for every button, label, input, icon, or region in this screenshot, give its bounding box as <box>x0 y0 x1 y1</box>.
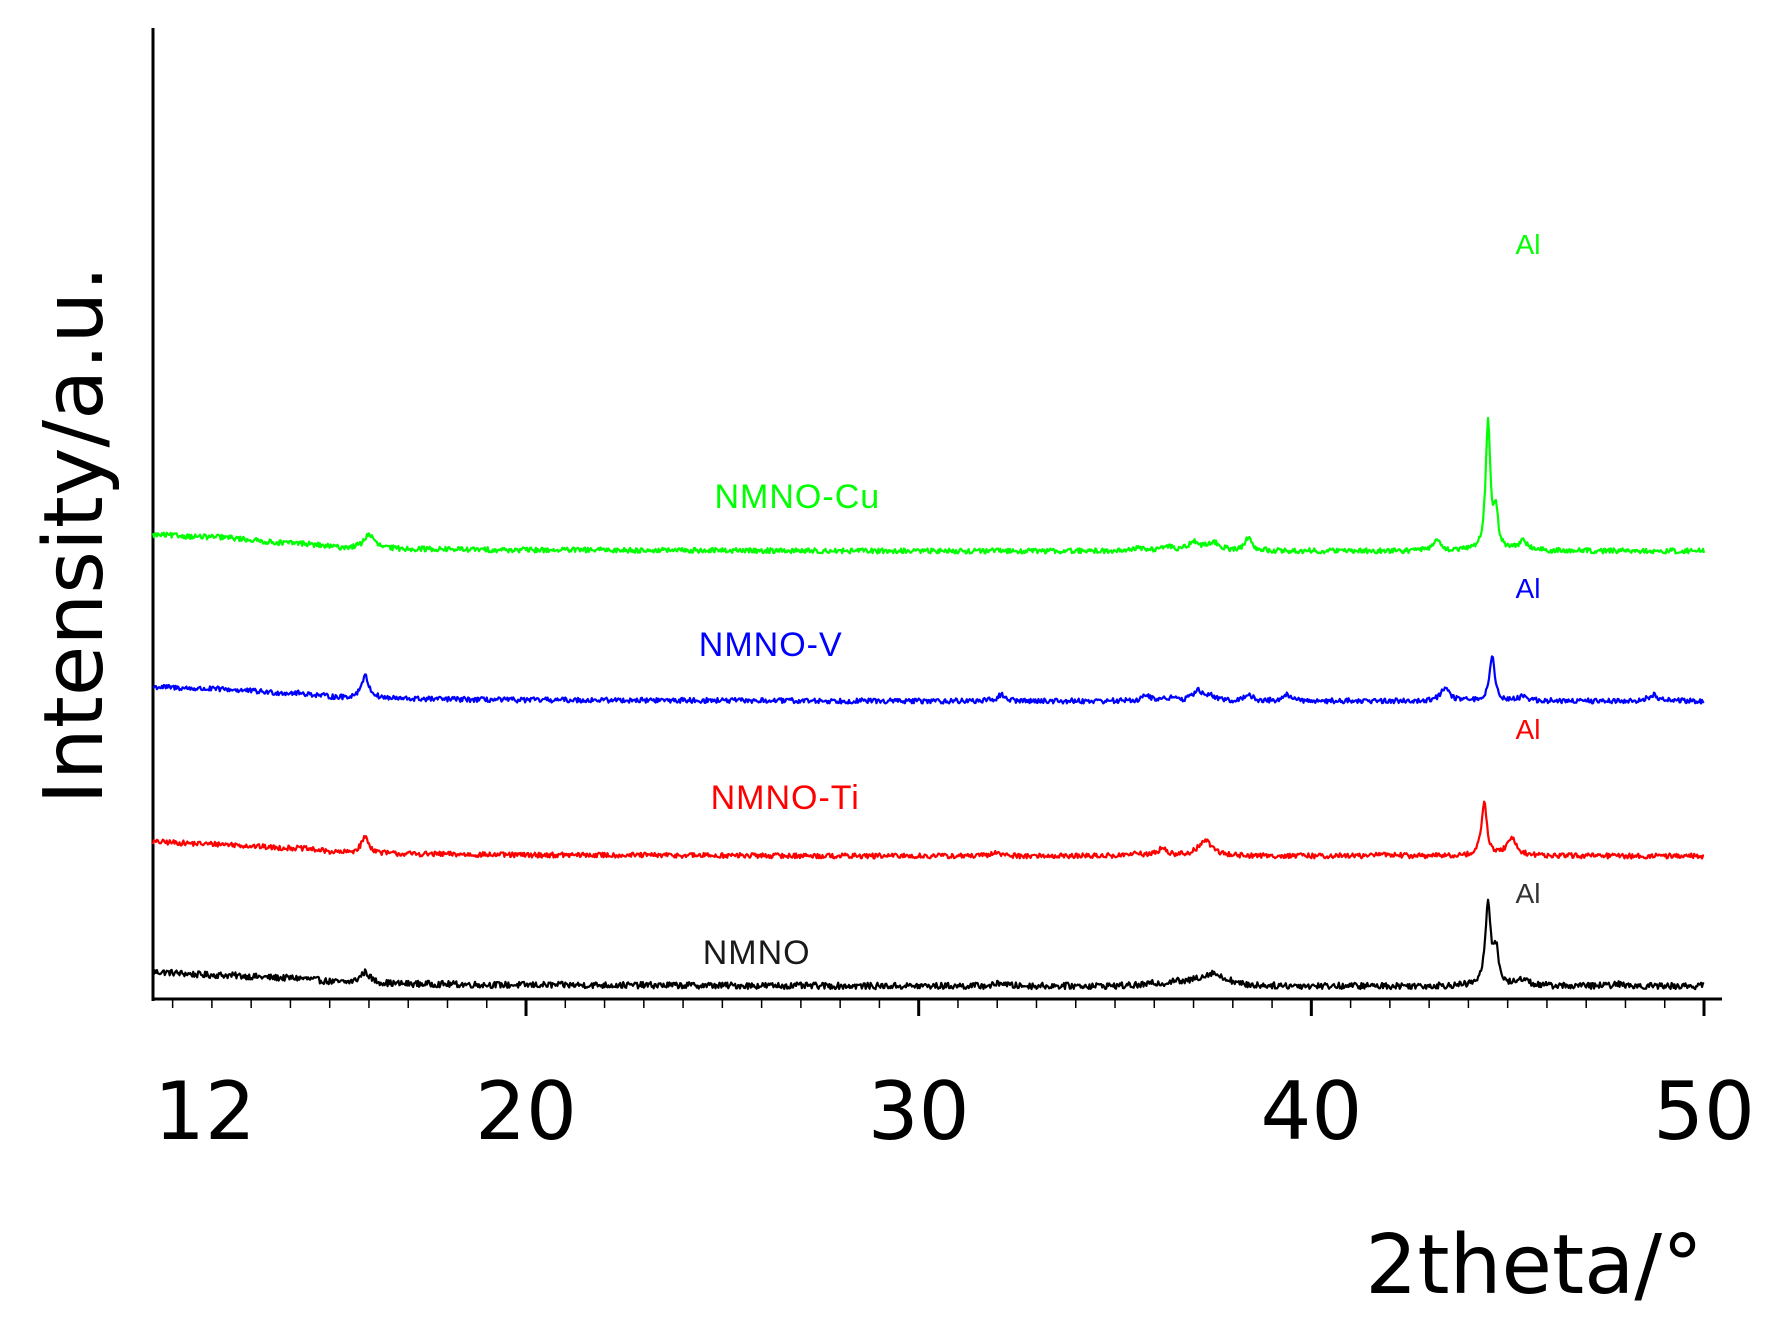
y-axis-title: Intensity/a.u. <box>27 266 122 805</box>
al-peak-label: Al <box>1516 714 1541 745</box>
series-line-nmno-v <box>152 655 1705 705</box>
x-tick-label: 50 <box>1653 1065 1755 1158</box>
series-label: NMNO-Ti <box>711 779 860 817</box>
x-tick-label: 20 <box>475 1065 577 1158</box>
series-label: NMNO <box>703 934 811 972</box>
al-peak-label: Al <box>1516 573 1541 604</box>
al-peak-label: Al <box>1516 878 1541 909</box>
series-line-nmno <box>151 898 1705 991</box>
series-line-nmno-ti <box>151 800 1705 860</box>
series-line-nmno-cu <box>151 416 1706 555</box>
x-tick-labels: 12 20 30 40 50 <box>154 1065 1755 1158</box>
al-peak-label: Al <box>1516 229 1541 260</box>
annotation-layer: NMNO NMNO-Ti NMNO-V NMNO-Cu Al Al Al Al <box>699 229 1541 972</box>
series-layer <box>151 416 1706 991</box>
x-tick-label: 12 <box>154 1065 256 1158</box>
x-tick-label: 30 <box>868 1065 970 1158</box>
x-tick-label: 40 <box>1260 1065 1362 1158</box>
axes <box>151 28 1722 1001</box>
series-label: NMNO-V <box>699 626 843 664</box>
series-label: NMNO-Cu <box>715 478 881 516</box>
x-axis-title: 2theta/° <box>1365 1218 1703 1313</box>
x-major-ticks <box>524 999 1706 1016</box>
